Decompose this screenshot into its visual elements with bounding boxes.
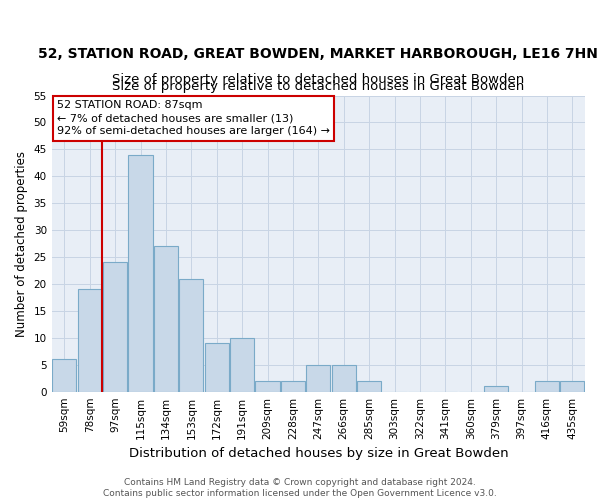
Bar <box>230 338 254 392</box>
X-axis label: Distribution of detached houses by size in Great Bowden: Distribution of detached houses by size … <box>128 447 508 460</box>
Bar <box>256 381 280 392</box>
Bar <box>103 262 127 392</box>
Bar <box>179 278 203 392</box>
Text: 52, STATION ROAD, GREAT BOWDEN, MARKET HARBOROUGH, LE16 7HN: 52, STATION ROAD, GREAT BOWDEN, MARKET H… <box>38 46 598 60</box>
Bar <box>77 290 102 392</box>
Bar <box>154 246 178 392</box>
Bar <box>560 381 584 392</box>
Bar <box>357 381 381 392</box>
Bar <box>281 381 305 392</box>
Bar <box>332 365 356 392</box>
Bar <box>52 360 76 392</box>
Bar <box>306 365 331 392</box>
Bar <box>205 343 229 392</box>
Title: Size of property relative to detached houses in Great Bowden: Size of property relative to detached ho… <box>112 80 524 93</box>
Bar <box>484 386 508 392</box>
Bar <box>535 381 559 392</box>
Bar <box>128 155 152 392</box>
Text: Size of property relative to detached houses in Great Bowden: Size of property relative to detached ho… <box>112 72 524 86</box>
Y-axis label: Number of detached properties: Number of detached properties <box>15 150 28 336</box>
Text: 52 STATION ROAD: 87sqm
← 7% of detached houses are smaller (13)
92% of semi-deta: 52 STATION ROAD: 87sqm ← 7% of detached … <box>57 100 330 136</box>
Text: Contains HM Land Registry data © Crown copyright and database right 2024.
Contai: Contains HM Land Registry data © Crown c… <box>103 478 497 498</box>
